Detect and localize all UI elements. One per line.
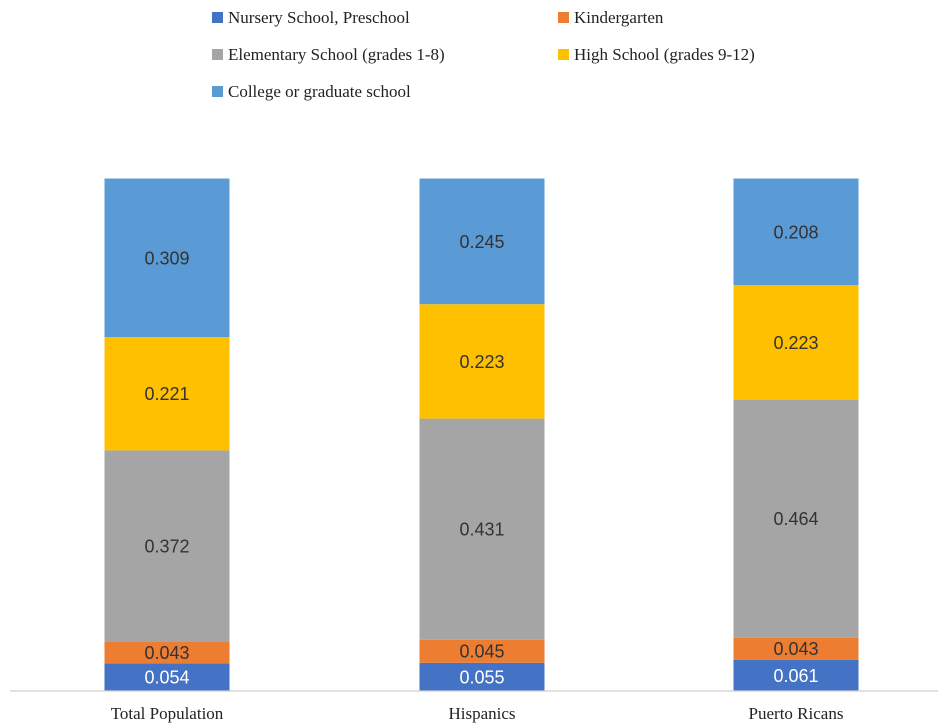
- data-labels: 0.054 0.043 0.372 0.221 0.309 0.055 0.045 0.431…: [144, 222, 818, 687]
- bar-hispanics-nursery-school-preschool: [419, 662, 545, 691]
- legend-label: Elementary School (grades 1-8): [228, 45, 445, 64]
- data-label-hispanics-elementary-school-grades-1-8: 0.431: [459, 520, 504, 540]
- data-label-total-population-college-or-graduate-school: 0.309: [144, 248, 189, 268]
- legend-label: Nursery School, Preschool: [228, 8, 410, 27]
- data-label-total-population-kindergarten: 0.043: [144, 643, 189, 663]
- legend-label: Kindergarten: [574, 8, 664, 27]
- data-label-puerto-ricans-elementary-school-grades-1-8: 0.464: [773, 509, 818, 529]
- legend: Nursery School, Preschool Kindergarten Ele…: [212, 8, 755, 101]
- bar-hispanics-elementary-school-grades-1-8: [419, 418, 545, 640]
- bar-puerto-ricans-nursery-school-preschool: [733, 659, 859, 691]
- legend-swatch: [558, 12, 569, 23]
- bar-hispanics-college-or-graduate-school: [419, 178, 545, 305]
- bar-hispanics-kindergarten: [419, 639, 545, 663]
- legend-item-college-or-graduate-school: College or graduate school: [212, 82, 411, 101]
- category-label-hispanics: Hispanics: [448, 704, 515, 723]
- category-label-total-population: Total Population: [111, 704, 224, 723]
- data-label-puerto-ricans-kindergarten: 0.043: [773, 639, 818, 659]
- data-label-hispanics-high-school-grades-9-12: 0.223: [459, 352, 504, 372]
- legend-item-elementary-school-grades-1-8: Elementary School (grades 1-8): [212, 45, 445, 64]
- legend-swatch: [558, 49, 569, 60]
- legend-label: High School (grades 9-12): [574, 45, 755, 64]
- data-label-hispanics-nursery-school-preschool: 0.055: [459, 667, 504, 687]
- data-label-puerto-ricans-high-school-grades-9-12: 0.223: [773, 333, 818, 353]
- bar-hispanics-high-school-grades-9-12: [419, 304, 545, 419]
- bar-puerto-ricans-elementary-school-grades-1-8: [733, 399, 859, 638]
- bar-total-population-high-school-grades-9-12: [104, 337, 230, 451]
- bar-total-population-elementary-school-grades-1-8: [104, 450, 230, 642]
- data-label-hispanics-college-or-graduate-school: 0.245: [459, 232, 504, 252]
- category-label-puerto-ricans: Puerto Ricans: [749, 704, 844, 723]
- bar-puerto-ricans-college-or-graduate-school: [733, 178, 859, 286]
- data-label-total-population-elementary-school-grades-1-8: 0.372: [144, 536, 189, 556]
- bar-puerto-ricans-kindergarten: [733, 637, 859, 660]
- category-labels: Total Population Hispanics Puerto Ricans: [111, 704, 844, 723]
- data-label-puerto-ricans-college-or-graduate-school: 0.208: [773, 222, 818, 242]
- bar-puerto-ricans-high-school-grades-9-12: [733, 285, 859, 400]
- legend-item-high-school-grades-9-12: High School (grades 9-12): [558, 45, 755, 64]
- legend-swatch: [212, 12, 223, 23]
- bars: [104, 178, 859, 691]
- data-label-hispanics-kindergarten: 0.045: [459, 642, 504, 662]
- legend-swatch: [212, 49, 223, 60]
- legend-swatch: [212, 86, 223, 97]
- legend-label: College or graduate school: [228, 82, 411, 101]
- bar-total-population-kindergarten: [104, 641, 230, 664]
- legend-item-kindergarten: Kindergarten: [558, 8, 664, 27]
- data-label-puerto-ricans-nursery-school-preschool: 0.061: [773, 666, 818, 686]
- legend-item-nursery-school-preschool: Nursery School, Preschool: [212, 8, 410, 27]
- bar-total-population-nursery-school-preschool: [104, 663, 230, 691]
- data-label-total-population-high-school-grades-9-12: 0.221: [144, 384, 189, 404]
- data-label-total-population-nursery-school-preschool: 0.054: [144, 668, 189, 688]
- bar-total-population-college-or-graduate-school: [104, 178, 230, 338]
